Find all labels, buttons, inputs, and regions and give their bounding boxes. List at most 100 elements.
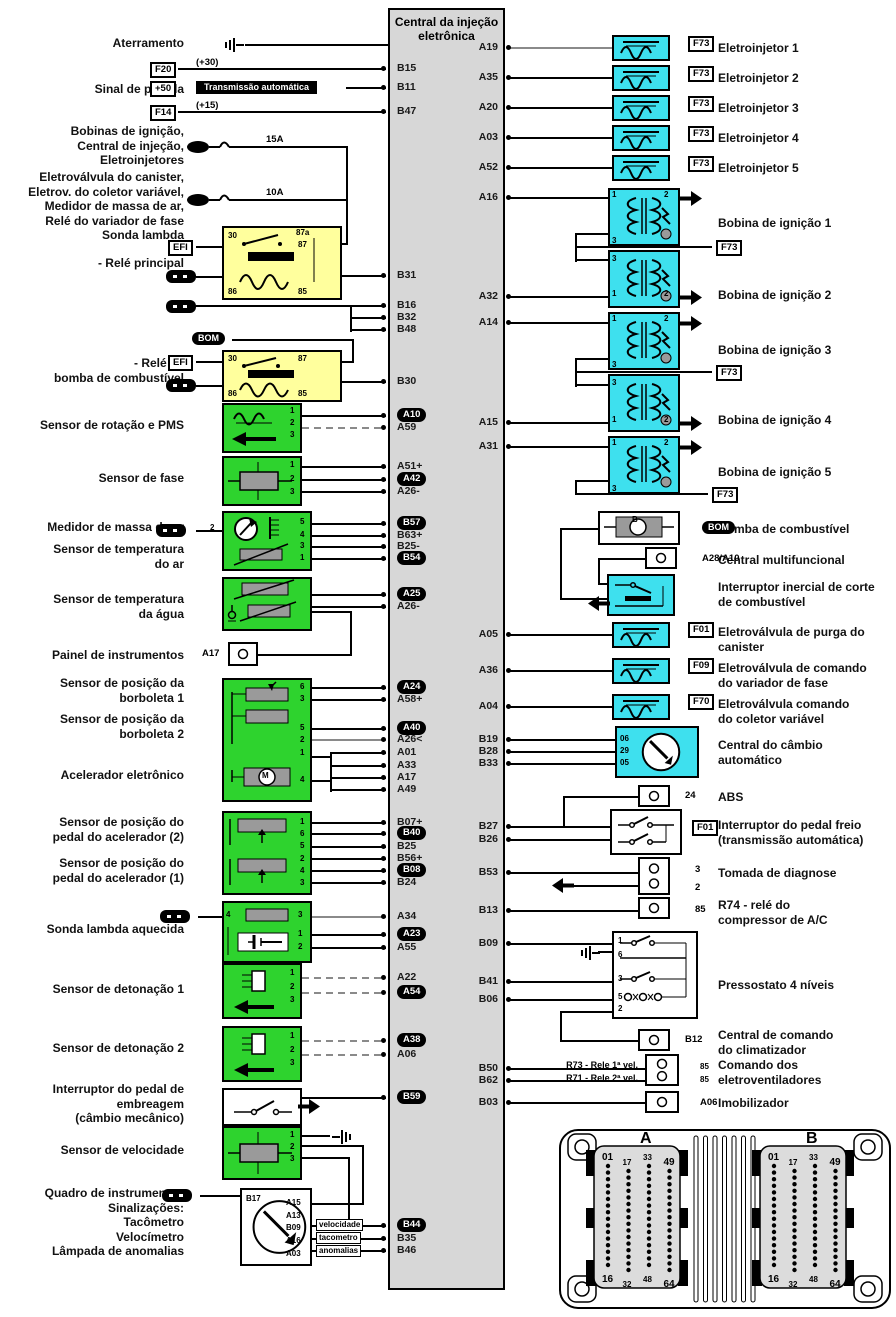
label-line: Sensor de temperatura (53, 592, 184, 606)
tag-5: 5 (300, 723, 305, 732)
wire-B28 (507, 751, 617, 753)
label-line: ABS (718, 790, 744, 804)
ecu-pin-A49: A49 (397, 783, 417, 795)
label-line: Velocímetro (115, 1229, 184, 1244)
wire-segment (330, 752, 332, 792)
wire-segment (196, 276, 222, 278)
label-line: Sonda lambda (101, 228, 184, 242)
wire-segment (563, 796, 639, 798)
throttle-icon (231, 681, 291, 787)
wire-B03 (507, 1102, 645, 1104)
ecu-pin-B63+: B63+ (397, 529, 423, 541)
label-line: Interruptor do pedal freio (718, 818, 862, 832)
wire-B59 (302, 1097, 386, 1099)
wire-segment (240, 199, 347, 201)
wire-B63+ (312, 535, 386, 537)
switch-icon (234, 1100, 292, 1116)
wire-segment (560, 1011, 562, 1042)
wire-segment (598, 583, 608, 585)
wire-A54 (302, 992, 386, 994)
svg-text:48: 48 (809, 1275, 818, 1284)
ecu-pin-A26-: A26- (397, 600, 420, 612)
label-line: Sonda lambda aquecida (46, 922, 184, 936)
tag-1: 1 (290, 968, 295, 977)
wire-B41 (507, 981, 612, 983)
tag-2: 2 (298, 942, 303, 951)
wire-A26- (302, 491, 386, 493)
circle-icon (237, 648, 249, 660)
wire-segment (196, 530, 222, 532)
label-eletrov-lvula-de-purga-do: Eletroválvula de purga do canister (718, 625, 894, 654)
pin-dot (381, 726, 386, 731)
component-valvula-variador-fase (612, 658, 670, 684)
pin-dot (506, 870, 511, 875)
label-bobina-de-igni-o-3: Bobina de ignição 3 (718, 343, 894, 358)
label-line: Sensor de fase (98, 471, 184, 485)
tag-6: 6 (618, 950, 623, 959)
wire-segment (575, 481, 577, 495)
tag-b12: B12 (685, 1034, 703, 1045)
label-eletroinjetor-1: Eletroinjetor 1 (718, 41, 894, 56)
label-line: Eletroinjetor 1 (718, 41, 799, 55)
ecu-pin-B11: B11 (397, 81, 416, 93)
tag-1: 1 (612, 415, 617, 424)
wire-B25 (312, 846, 386, 848)
pin-dot (506, 294, 511, 299)
tag-3: 3 (290, 430, 295, 439)
tag-10a: 10A (266, 187, 284, 198)
tag-85: 85 (298, 389, 307, 398)
ecu-pin-A26<: A26< (397, 733, 423, 745)
tag-a15: A15 (286, 1198, 301, 1207)
wire-segment (342, 243, 348, 245)
tag-r73-rele-1-vel-: R73 - Rele 1ª vel. (566, 1060, 638, 1070)
arrowR-icon (680, 316, 702, 336)
wire-segment (196, 385, 222, 387)
wire-B06 (507, 999, 612, 1001)
wire-segment (240, 146, 347, 148)
wire-A58+ (312, 699, 386, 701)
ecu-pin-B35: B35 (397, 1232, 417, 1244)
svg-text:01: 01 (768, 1152, 780, 1163)
label-abs: ABS (718, 790, 894, 805)
ecu-pin-A23: A23 (397, 927, 427, 941)
tag-1: 1 (290, 1130, 295, 1139)
wire-segment (245, 44, 388, 46)
label-central-de-comando: Central de comando do climatizador (718, 1028, 894, 1057)
label-line: Eletroválvula comando (718, 697, 850, 711)
ecu-pin-B16: B16 (397, 299, 417, 311)
tag-f73: F73 (688, 66, 715, 82)
coilarrow-icon (232, 412, 276, 446)
wire-segment (575, 233, 609, 235)
label-medidor-de-massa-de-ar: Medidor de massa de ar (0, 520, 184, 535)
wire-B40 (312, 833, 386, 835)
wire-A06 (302, 1054, 386, 1056)
blob-icon (156, 524, 186, 542)
wire-A38 (302, 1040, 386, 1042)
ecu-pin-B08: B08 (397, 863, 427, 877)
wire-B25- (312, 546, 386, 548)
component-pedal-acelerador (222, 811, 312, 895)
component-sensor-fase (222, 456, 302, 506)
tag-a17: A17 (202, 648, 220, 659)
pin-dot (506, 135, 511, 140)
tag-velocidade: velocidade (316, 1219, 364, 1231)
label-line: Tomada de diagnose (718, 866, 837, 880)
label-line: Bobina de ignição 4 (718, 413, 832, 427)
wire-segment (575, 246, 712, 248)
wire-B19 (507, 739, 617, 741)
component-sensor-detonacao-2 (222, 1026, 302, 1082)
ecu-pin-B25-: B25- (397, 540, 420, 552)
wire-segment (258, 654, 352, 656)
pin-dot (381, 544, 386, 549)
wire-B13 (507, 910, 638, 912)
wire-B32 (350, 317, 386, 319)
ecu-pin-A03: A03 (478, 131, 498, 143)
label-sensor-de-detona-o-1: Sensor de detonação 1 (0, 982, 184, 997)
coil-icon (620, 101, 659, 119)
wire-segment (575, 358, 609, 360)
wire-segment (346, 146, 348, 245)
wire-A36 (507, 670, 612, 672)
wire-segment (310, 611, 352, 613)
tag-87: 87 (298, 354, 307, 363)
rectsensor-icon (228, 1132, 292, 1174)
